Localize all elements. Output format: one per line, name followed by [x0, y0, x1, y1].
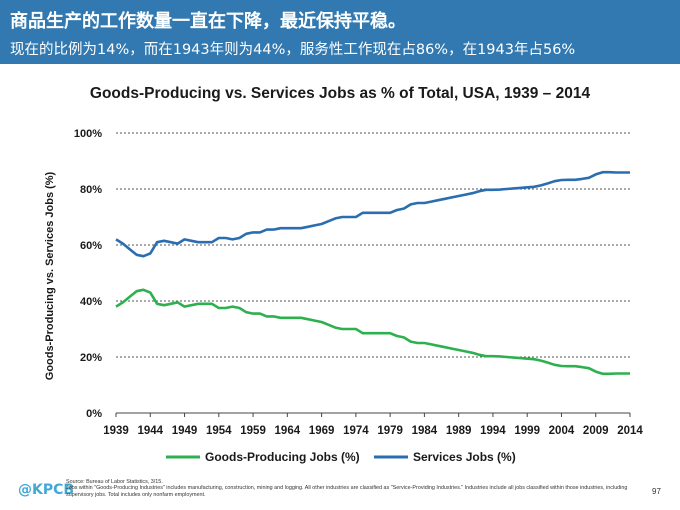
x-tick-label: 1984 [412, 425, 438, 437]
x-tick-label: 2014 [617, 425, 643, 437]
x-tick-label: 1994 [480, 425, 506, 437]
series-line [115, 288, 630, 376]
source-line: Source: Bureau of Labor Statistics, 3/15… [66, 479, 163, 485]
x-tick-label: 2004 [549, 425, 575, 437]
y-tick-label: 0% [86, 408, 102, 420]
series-lines [115, 170, 630, 376]
y-tick-label: 80% [80, 184, 102, 196]
y-axis-label: Goods-Producing vs. Services Jobs (%) [44, 171, 56, 380]
kpcb-logo: @KPCB [18, 482, 75, 498]
x-tick-label: 1974 [343, 425, 369, 437]
legend: Goods-Producing Jobs (%) Services Jobs (%… [166, 450, 516, 464]
source-note: Source: Bureau of Labor Statistics, 3/15… [66, 479, 636, 498]
y-tick-labels: 0% 20% 40% 60% 80% 100% [74, 128, 102, 420]
x-tick-label: 1979 [377, 425, 403, 437]
x-tick-label: 1939 [103, 425, 129, 437]
series-line [115, 170, 630, 258]
line-chart: Goods-Producing vs. Services Jobs as % o… [44, 85, 643, 464]
legend-label: Goods-Producing Jobs (%) [205, 450, 360, 464]
title-banner: 商品生产的工作数量一直在下降，最近保持平稳。 现在的比例为14%，而在1943年… [0, 0, 680, 64]
chart-title: Goods-Producing vs. Services Jobs as % o… [90, 85, 591, 102]
x-tick-label: 1999 [514, 425, 540, 437]
slide-title: 商品生产的工作数量一直在下降，最近保持平稳。 [10, 11, 406, 32]
x-tick-labels: 1939 1944 1949 1954 1959 1964 1969 1974 1979 1984… [103, 413, 643, 437]
x-tick-label: 2009 [583, 425, 609, 437]
x-tick-label: 1944 [137, 425, 163, 437]
y-tick-label: 60% [80, 240, 102, 252]
legend-label: Services Jobs (%) [413, 450, 516, 464]
footnote: Jobs within "Goods-Producing Industries"… [66, 485, 628, 498]
y-tick-label: 100% [74, 128, 102, 140]
x-tick-label: 1989 [446, 425, 472, 437]
y-tick-label: 20% [80, 352, 102, 364]
page-number: 97 [652, 487, 661, 496]
x-tick-label: 1949 [172, 425, 198, 437]
slide-subtitle: 现在的比例为14%，而在1943年则为44%，服务性工作现在占86%，在1943… [10, 42, 576, 58]
x-tick-label: 1964 [275, 425, 301, 437]
x-tick-label: 1959 [240, 425, 266, 437]
x-tick-label: 1969 [309, 425, 335, 437]
x-tick-label: 1954 [206, 425, 232, 437]
gridlines [116, 132, 630, 414]
y-tick-label: 40% [80, 296, 102, 308]
